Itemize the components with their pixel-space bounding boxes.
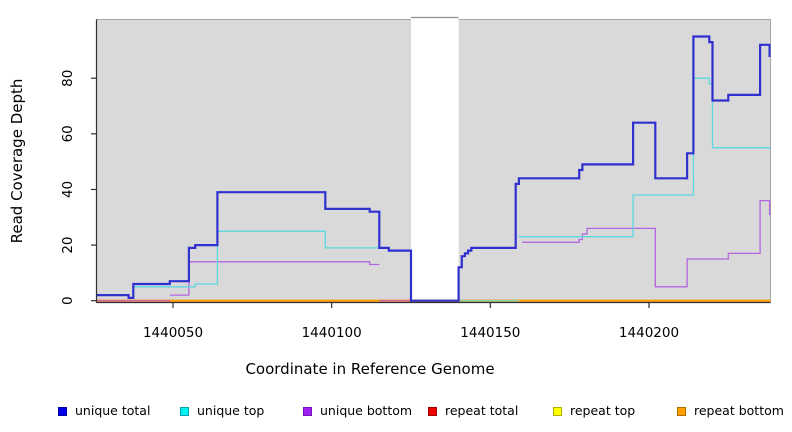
x-tick-label: 1440200 [619, 325, 679, 341]
gap-band [410, 17, 459, 302]
legend-label: repeat top [570, 403, 636, 418]
legend-label: unique total [75, 403, 151, 418]
legend-item-unique-bottom: unique bottom [303, 399, 412, 423]
x-tick-label: 1440050 [143, 325, 203, 341]
legend-item-repeat-total: repeat total [428, 399, 518, 423]
legend-swatch-unique-bottom [303, 406, 312, 416]
legend-label: repeat total [445, 403, 519, 418]
series-unique-bottom [169, 261, 380, 296]
x-tick-label: 1440150 [460, 325, 520, 341]
coverage-chart: 1440050 1440100 1440150 1440200 0 20 40 60 80 Co… [8, 16, 771, 378]
legend-swatch-repeat-top [553, 406, 562, 416]
legend-swatch-repeat-total [428, 406, 437, 416]
legend-label: unique top [197, 403, 265, 418]
x-tick-label: 1440100 [302, 325, 362, 341]
series-unique-total [96, 35, 771, 302]
legend-swatch-unique-top [180, 406, 189, 416]
series-unique-bottom [522, 199, 771, 288]
x-axis-title: Coordinate in Reference Genome [245, 360, 494, 378]
chart-legend: unique total unique top unique bottom repea… [0, 399, 792, 423]
legend-item-unique-top: unique top [180, 399, 264, 423]
tick-layer: 1440050 1440100 1440150 1440200 0 20 40 60 80 [60, 70, 679, 341]
y-tick-label: 60 [60, 125, 76, 142]
y-tick-label: 0 [60, 296, 76, 305]
y-tick-label: 20 [60, 236, 76, 253]
gap-band-layer [410, 17, 459, 302]
legend-item-unique-total: unique total [58, 399, 150, 423]
series-layer [96, 35, 771, 302]
legend-swatch-repeat-bottom [677, 406, 686, 416]
legend-item-repeat-top: repeat top [553, 399, 635, 423]
y-axis-title: Read Coverage Depth [8, 79, 26, 244]
y-tick-label: 80 [60, 70, 76, 87]
legend-label: repeat bottom [694, 403, 784, 418]
y-tick-label: 40 [60, 181, 76, 198]
legend-item-repeat-bottom: repeat bottom [677, 399, 784, 423]
legend-label: unique bottom [320, 403, 413, 418]
series-unique-top [518, 77, 771, 238]
legend-swatch-unique-total [58, 406, 67, 416]
